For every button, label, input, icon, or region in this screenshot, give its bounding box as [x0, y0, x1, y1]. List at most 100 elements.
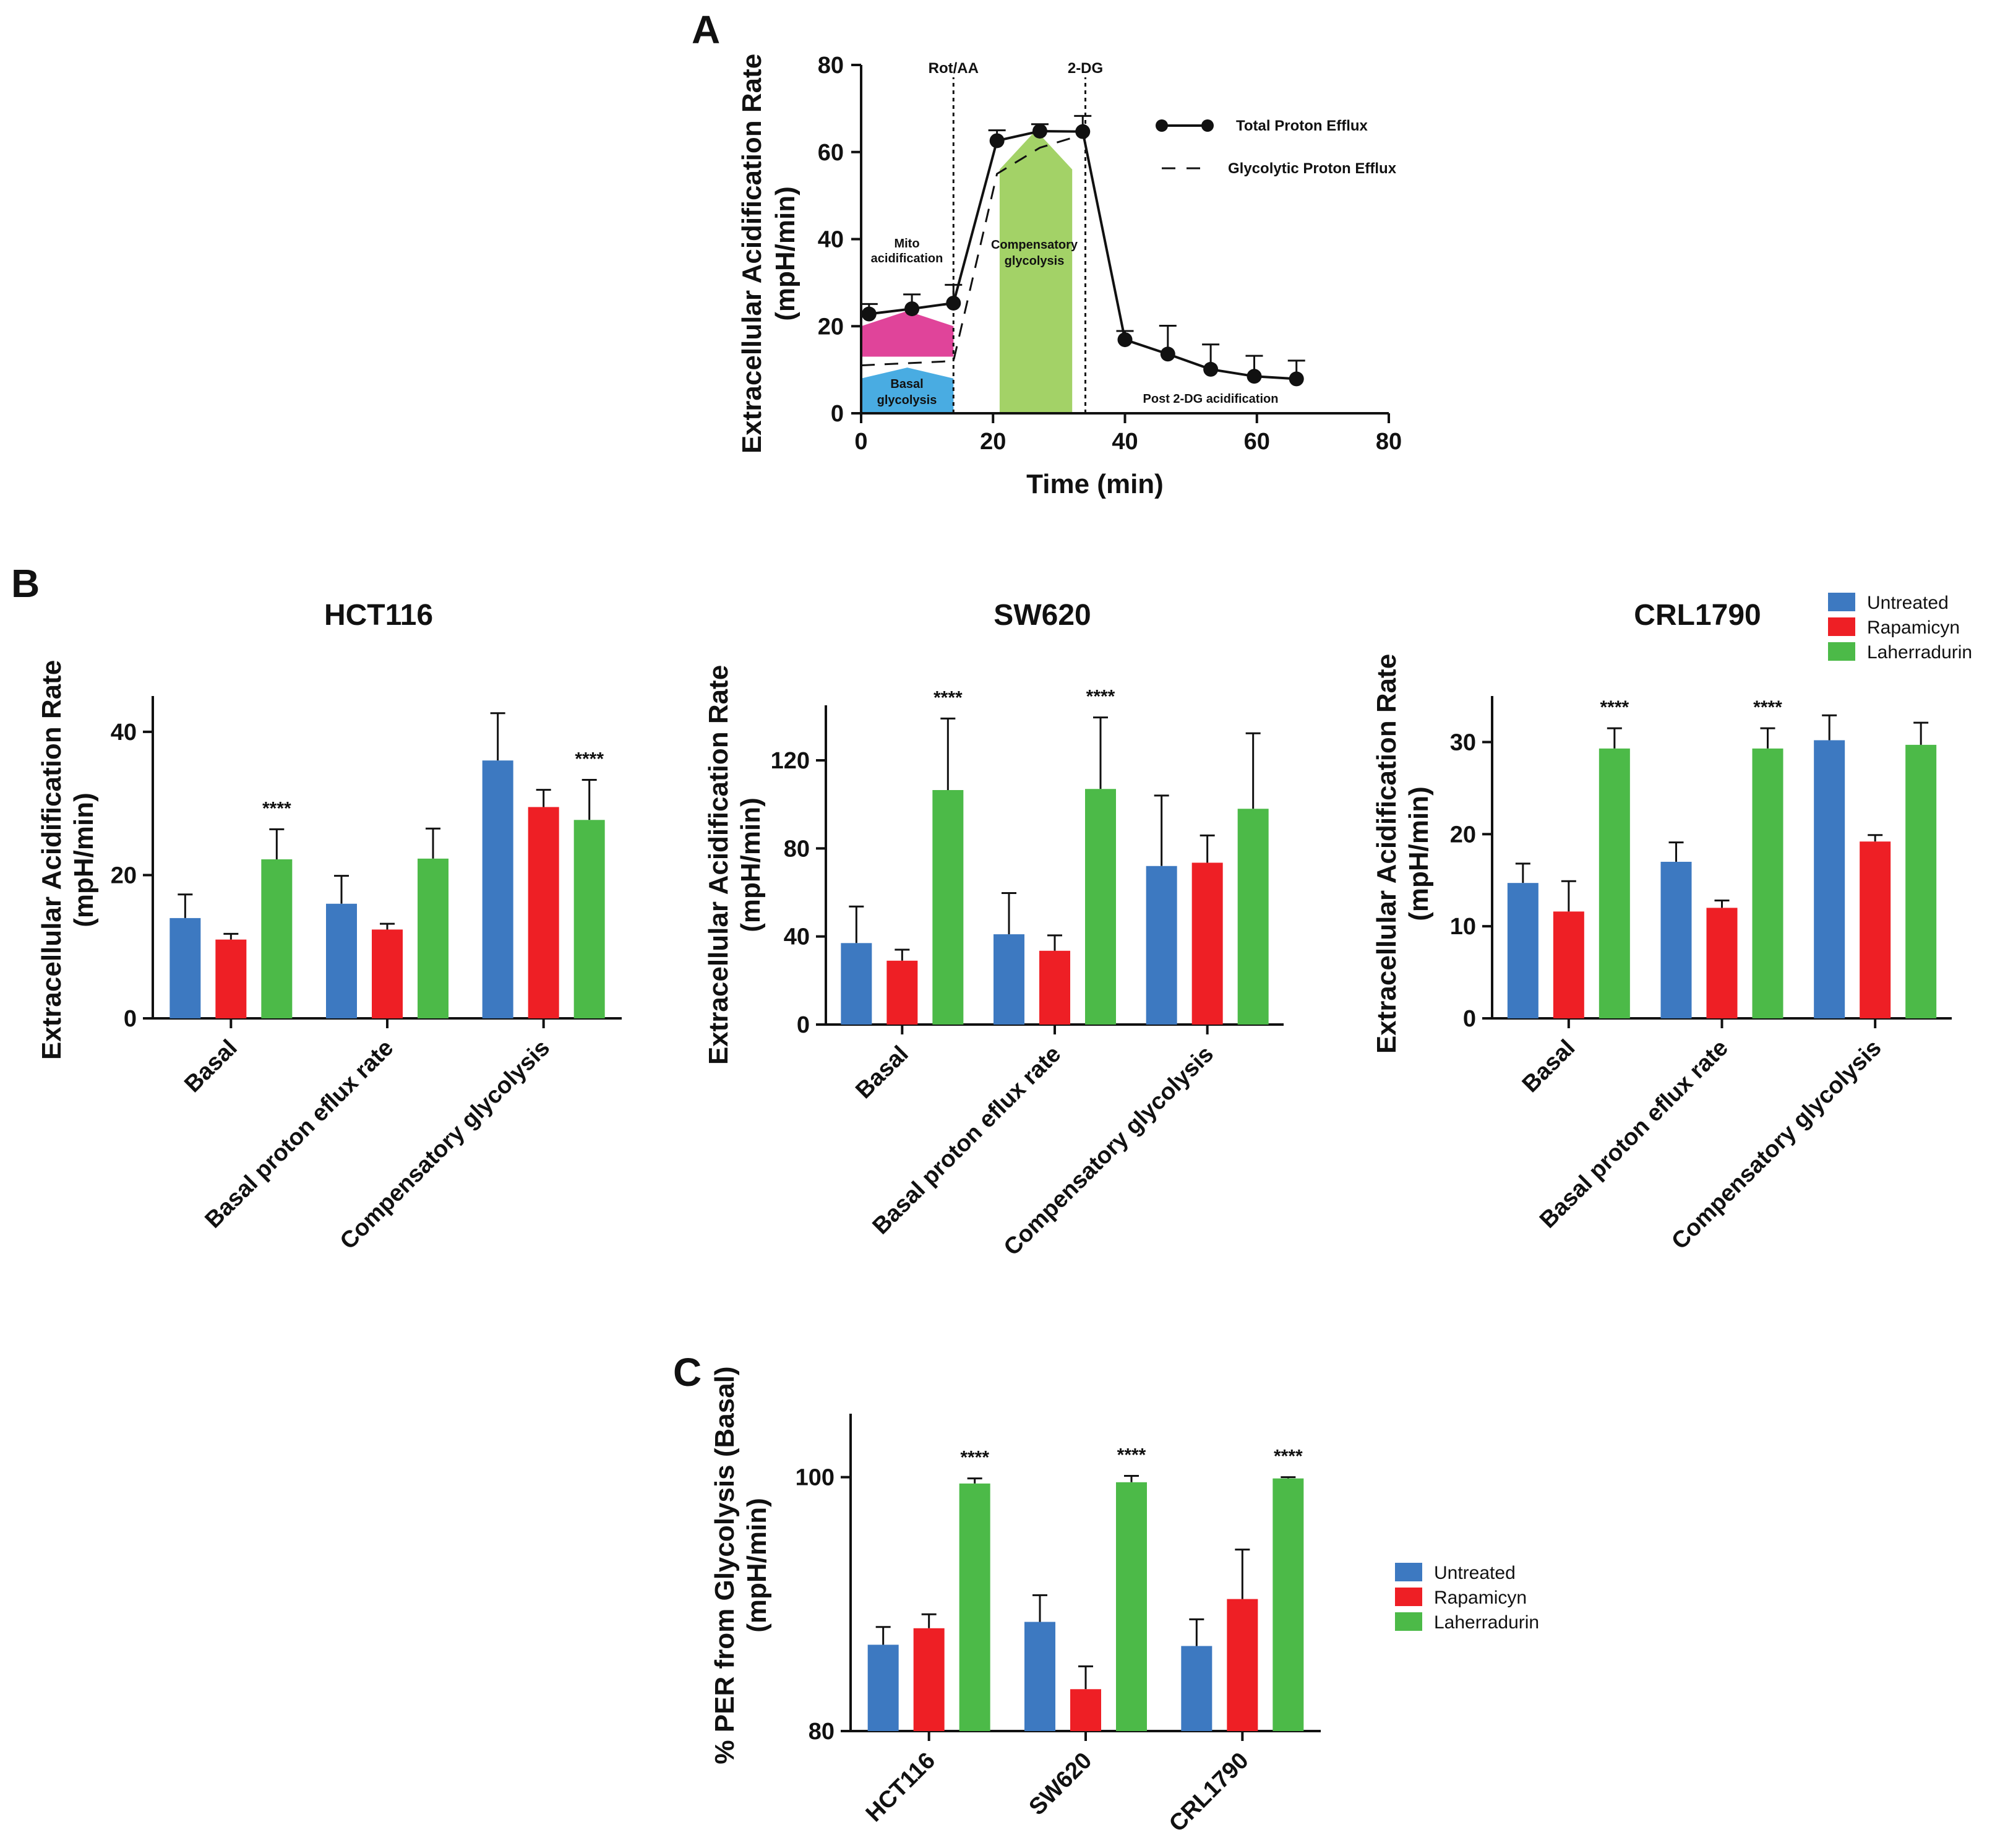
- b3-ylabel-line-1: Extracellular Acidification Rate: [1371, 654, 1402, 1054]
- a-region-basal-label-2: glycolysis: [877, 393, 937, 407]
- c-bar-untreated: [867, 1644, 899, 1731]
- b3-bar-laherradurin: [1752, 748, 1783, 1018]
- b2-y-tick-label: 120: [771, 748, 810, 774]
- panel-c-chart: % PER from Glycolysis (Basal) (mpH/min) …: [710, 1366, 1321, 1837]
- legend-c-untreated-swatch: [1395, 1563, 1422, 1581]
- a-region-compensatory-glycolysis: [999, 130, 1073, 413]
- a-region-compensatory-label-1: Compensatory: [991, 238, 1078, 252]
- a-data-point: [989, 133, 1005, 148]
- panel-letter-a: A: [692, 7, 720, 52]
- a-data-point: [1247, 369, 1262, 384]
- panel-letter-c: C: [673, 1350, 702, 1395]
- a-region-mito-label-2: acidification: [871, 252, 943, 265]
- c-bar-rapamicyn: [1070, 1689, 1101, 1731]
- b2-bar-laherradurin: [932, 790, 964, 1025]
- a-y-tick-label: 0: [831, 401, 844, 427]
- c-bar-laherradurin: [1273, 1478, 1304, 1731]
- a-series-glycolytic-line: [861, 134, 1083, 367]
- b3-bar-rapamicyn: [1553, 911, 1584, 1018]
- a-ylabel-line-1: Extracellular Acidification Rate: [737, 54, 767, 453]
- legend-c-untreated-label: Untreated: [1434, 1563, 1516, 1583]
- a-y-tick-label: 40: [818, 227, 844, 253]
- a-region-mito-label-1: Mito: [894, 237, 919, 251]
- b3-y-tick-label: 0: [1463, 1006, 1476, 1032]
- b1-y-tick-label: 40: [111, 720, 137, 746]
- a-data-point: [1032, 123, 1047, 139]
- c-bar-untreated: [1024, 1622, 1055, 1731]
- a-region-basal-glycolysis: [861, 367, 954, 413]
- legend-b-untreated-label: Untreated: [1867, 593, 1949, 613]
- c-bar-laherradurin: [1116, 1482, 1147, 1731]
- legend-b-rapamicyn-label: Rapamicyn: [1867, 617, 1960, 638]
- c-significance-label: ****: [960, 1448, 989, 1468]
- a-legend-total-label: Total Proton Efflux: [1236, 118, 1368, 134]
- a-axes: 0 20 40 60 80 0 20 40 60 80: [818, 53, 1402, 455]
- b1-bar-rapamicyn: [372, 929, 403, 1018]
- a-y-tick-label: 80: [818, 53, 844, 79]
- b1-y-tick-label: 0: [124, 1006, 137, 1032]
- a-data-point: [1289, 371, 1304, 387]
- a-region-basal-label-1: Basal: [890, 377, 923, 391]
- legend-b-rapamicyn-swatch: [1828, 617, 1855, 636]
- b3-bar-laherradurin: [1905, 744, 1937, 1018]
- a-legend-glyco-label: Glycolytic Proton Efflux: [1228, 160, 1397, 177]
- b2-bar-untreated: [1146, 866, 1177, 1025]
- legend-c: Untreated Rapamicyn Laherradurin: [1395, 1563, 1539, 1633]
- b1-y-tick-label: 20: [111, 862, 137, 888]
- c-bar-rapamicyn: [913, 1628, 945, 1731]
- b2-title: SW620: [994, 599, 1091, 632]
- a-data-point: [861, 306, 877, 322]
- a-region-mito-acidification: [861, 311, 954, 357]
- b3-title: CRL1790: [1634, 599, 1761, 632]
- legend-b: Untreated Rapamicyn Laherradurin: [1828, 593, 1972, 663]
- b1-significance-label: ****: [262, 798, 291, 819]
- b2-significance-label: ****: [1086, 687, 1115, 707]
- a-data-point: [904, 301, 920, 317]
- c-ylabel-line-1: % PER from Glycolysis (Basal): [710, 1366, 740, 1764]
- a-series: [860, 114, 1305, 387]
- a-data-point: [1160, 346, 1175, 362]
- b1-bar-untreated: [326, 903, 357, 1018]
- b1-title: HCT116: [324, 599, 433, 632]
- b2-bar-rapamicyn: [1191, 862, 1223, 1025]
- a-data-point: [946, 295, 961, 311]
- b1-bar-untreated: [170, 918, 201, 1018]
- b3-significance-label: ****: [1600, 697, 1629, 718]
- b2-ylabel-line-2: (mpH/min): [736, 797, 766, 932]
- b2-significance-label: ****: [933, 687, 963, 708]
- b1-significance-label: ****: [575, 749, 604, 769]
- b2-bar-rapamicyn: [886, 960, 918, 1025]
- a-data-point: [1117, 332, 1133, 348]
- b2-bar-untreated: [841, 943, 872, 1025]
- b1-bar-rapamicyn: [215, 939, 247, 1018]
- b2-bar-rapamicyn: [1039, 950, 1070, 1025]
- a-y-tick-label: 20: [818, 314, 844, 340]
- b3-bar-untreated: [1814, 740, 1845, 1018]
- b3-y-tick-label: 20: [1450, 822, 1476, 848]
- c-significance-label: ****: [1274, 1446, 1303, 1467]
- b2-y-tick-label: 0: [797, 1012, 810, 1038]
- b3-significance-label: ****: [1753, 697, 1782, 718]
- b1-bar-laherradurin: [261, 859, 293, 1018]
- a-region-compensatory-label-2: glycolysis: [1005, 254, 1065, 268]
- b2-y-tick-label: 80: [784, 836, 810, 862]
- legend-c-rapamicyn-label: Rapamicyn: [1434, 1588, 1527, 1608]
- b2-y-tick-label: 40: [784, 924, 810, 950]
- a-injection-lines: Rot/AA 2-DG: [929, 60, 1103, 413]
- b2-ylabel-line-1: Extracellular Acidification Rate: [703, 665, 734, 1065]
- a-shaded-regions: [861, 130, 1073, 413]
- b1-bar-rapamicyn: [528, 807, 559, 1018]
- a-xlabel: Time (min): [1026, 469, 1164, 499]
- b3-y-tick-label: 10: [1450, 914, 1476, 940]
- c-y-tick-label: 80: [809, 1719, 835, 1745]
- b1-ylabel-line-2: (mpH/min): [69, 793, 99, 927]
- a-data-point: [1203, 361, 1219, 377]
- a-region-post-2dg-label: Post 2-DG acidification: [1143, 392, 1279, 406]
- a-legend-total-marker-2: [1201, 119, 1214, 132]
- b3-bar-untreated: [1660, 861, 1692, 1018]
- a-x-tick-label: 40: [1112, 429, 1138, 455]
- panel-letter-b: B: [11, 561, 40, 606]
- b2-bar-laherradurin: [1085, 789, 1116, 1025]
